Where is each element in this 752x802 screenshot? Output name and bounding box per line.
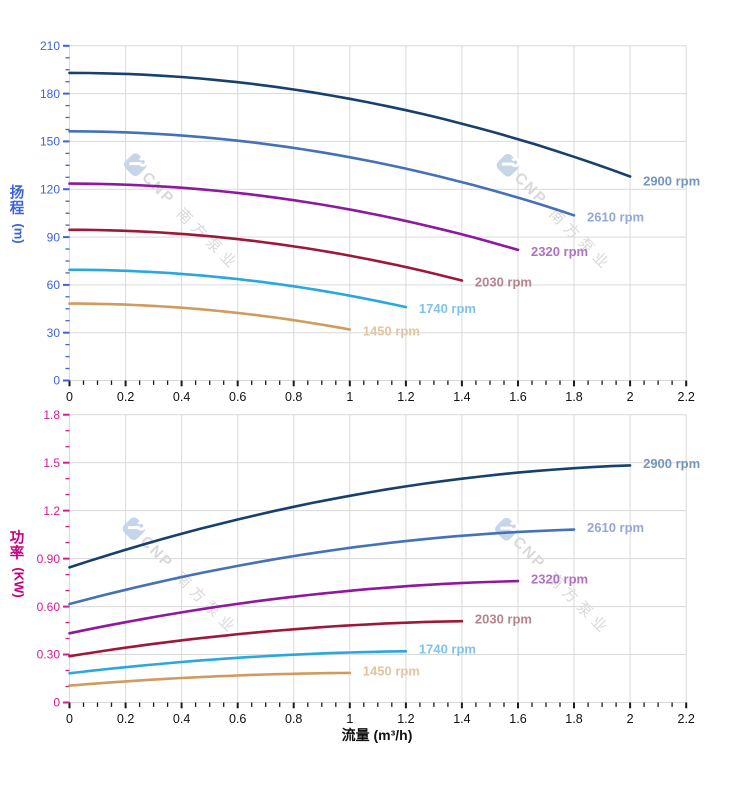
svg-text:0.4: 0.4 [173,390,190,404]
svg-text:(KW): (KW) [12,567,27,597]
svg-text:1450 rpm: 1450 rpm [363,663,420,678]
svg-text:1.5: 1.5 [43,456,60,470]
svg-text:2320 rpm: 2320 rpm [531,244,588,259]
svg-text:0: 0 [53,696,60,710]
svg-text:功: 功 [10,530,25,547]
svg-text:2: 2 [627,712,634,726]
svg-text:1.2: 1.2 [397,712,414,726]
svg-text:0.2: 0.2 [117,390,134,404]
svg-text:60: 60 [47,278,61,292]
svg-text:1: 1 [346,712,353,726]
svg-text:0: 0 [66,712,73,726]
svg-text:0: 0 [66,390,73,404]
svg-text:2900 rpm: 2900 rpm [643,174,700,189]
svg-text:30: 30 [47,326,61,340]
svg-text:0.4: 0.4 [173,712,190,726]
svg-text:2.2: 2.2 [678,712,695,726]
svg-text:120: 120 [40,182,60,196]
svg-text:程: 程 [10,200,25,217]
svg-text:(m): (m) [12,223,27,243]
svg-text:1.4: 1.4 [453,712,470,726]
svg-text:0.6: 0.6 [229,712,246,726]
svg-text:0.6: 0.6 [229,390,246,404]
svg-text:1.8: 1.8 [565,390,582,404]
svg-text:0: 0 [53,374,60,388]
svg-text:1: 1 [346,390,353,404]
svg-text:1.8: 1.8 [43,408,60,422]
svg-text:率: 率 [10,544,25,562]
svg-text:2030 rpm: 2030 rpm [475,612,532,627]
svg-text:0.2: 0.2 [117,712,134,726]
svg-text:2030 rpm: 2030 rpm [475,275,532,290]
svg-text:90: 90 [47,230,61,244]
svg-text:流量 (m³/h): 流量 (m³/h) [342,727,413,743]
svg-text:0.8: 0.8 [285,712,302,726]
svg-text:2: 2 [627,390,634,404]
svg-text:2610 rpm: 2610 rpm [587,209,644,224]
svg-text:1.6: 1.6 [509,390,526,404]
svg-text:0.30: 0.30 [37,648,61,662]
svg-text:1740 rpm: 1740 rpm [419,301,476,316]
svg-text:1.8: 1.8 [565,712,582,726]
svg-text:1450 rpm: 1450 rpm [363,324,420,339]
svg-text:1.2: 1.2 [43,504,60,518]
svg-text:0.60: 0.60 [37,600,61,614]
svg-text:1.4: 1.4 [453,390,470,404]
svg-text:2900 rpm: 2900 rpm [643,456,700,471]
svg-text:0.8: 0.8 [285,390,302,404]
svg-text:150: 150 [40,135,60,149]
svg-text:1.2: 1.2 [397,390,414,404]
svg-text:2.2: 2.2 [678,390,695,404]
svg-text:1740 rpm: 1740 rpm [419,642,476,657]
svg-text:1.6: 1.6 [509,712,526,726]
svg-text:180: 180 [40,87,60,101]
svg-text:210: 210 [40,39,60,53]
svg-text:2610 rpm: 2610 rpm [587,520,644,535]
svg-text:0.90: 0.90 [37,552,61,566]
svg-text:扬: 扬 [10,184,25,202]
svg-text:2320 rpm: 2320 rpm [531,572,588,587]
